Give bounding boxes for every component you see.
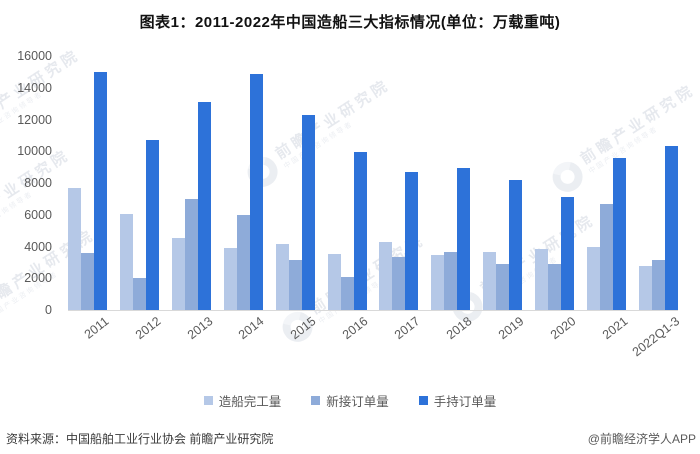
x-axis-label: 2021 [599,314,631,343]
y-tick-label: 16000 [17,49,52,63]
bar-group-2017: 2017 [379,56,423,342]
bar-series-2 [288,260,302,310]
bar-series-2 [340,276,354,310]
bar-series-3 [353,151,367,310]
source-note: 资料来源：中国船舶工业行业协会 前瞻产业研究院 [6,432,274,446]
credit-note: @前瞻经济学人APP [587,432,696,446]
bar-group-2015: 2015 [275,56,319,342]
bar-series-1 [587,247,601,310]
bar-series-3 [457,168,471,310]
bar-series-1 [327,253,341,310]
x-axis-label: 2012 [132,314,164,343]
legend-swatch [203,396,213,405]
bar-group-2018: 2018 [431,56,474,342]
y-tick-label: 12000 [17,112,52,127]
bar-series-3 [613,157,627,310]
y-tick-label: 6000 [24,207,52,222]
bar-group-2021: 2021 [587,56,630,342]
x-axis-label: 2019 [495,314,527,343]
plot-area: 2011 2012 2013 2014 2015 2016 2017 2018 2019 2020… [68,56,682,359]
bar-series-2 [81,252,94,310]
y-tick-label: 10000 [17,144,52,159]
bar-series-3 [249,73,263,310]
bar-series-3 [145,140,159,310]
bar-series-3 [509,180,523,310]
bar-series-2 [444,251,458,310]
legend-label: 造船完工量 [218,395,282,409]
x-axis-label: 2013 [184,314,215,343]
bar-series-1 [119,214,133,310]
bar-group-2022Q1-3: 2022Q1-3 [630,56,682,359]
x-axis-label: 2014 [236,314,267,343]
x-axis-label: 2015 [288,314,319,343]
legend-label: 新接订单量 [326,395,389,409]
legend-swatch [418,396,428,405]
bar-series-1 [638,265,652,310]
footer: 资料来源：中国船舶工业行业协会 前瞻产业研究院 @前瞻经济学人APP [6,430,696,447]
bar-group-2016: 2016 [327,56,371,342]
legend-label: 手持订单量 [433,395,497,409]
x-axis-label: 2011 [81,314,112,342]
bar-series-2 [600,203,614,310]
y-tick-label: 14000 [17,80,52,95]
bar-series-2 [651,259,665,310]
bar-series-3 [197,102,211,310]
bar-group-2012: 2012 [119,56,163,342]
legend: 造船完工量 新接订单量 手持订单量 [0,391,700,410]
x-axis-label: 2018 [443,314,475,343]
bar-series-3 [301,114,315,310]
y-tick-label: 8000 [24,176,52,190]
bar-series-2 [184,199,198,310]
bar-group-2020: 2020 [535,56,578,342]
x-axis-label: 2017 [392,314,423,343]
bar-series-3 [94,72,107,310]
bar-series-2 [496,263,510,310]
bar-series-1 [171,238,185,310]
bar-group-2014: 2014 [223,56,267,342]
chart-title: 图表1：2011-2022年中国造船三大指标情况(单位：万载重吨) [139,14,561,31]
x-axis-label: 2022Q1-3 [629,314,683,360]
legend-item: 造船完工量 [203,391,282,410]
bar-series-2 [236,214,250,310]
bar-series-1 [275,243,289,310]
legend-item: 新接订单量 [311,391,389,410]
bar-series-1 [535,248,549,310]
bar-group-2019: 2019 [483,56,526,342]
y-tick-label: 4000 [24,239,52,254]
bar-series-2 [548,264,562,310]
bar-series-3 [561,197,575,310]
bar-series-2 [392,256,406,310]
bar-series-2 [132,277,146,310]
bar-series-1 [483,251,497,310]
bar-series-1 [379,242,393,310]
y-tick-label: 2000 [24,271,52,286]
y-axis: 0 2000 4000 6000 8000 10000 12000 14000 16000 [0,49,52,317]
bar-series-1 [223,248,237,310]
bar-series-3 [405,171,419,310]
bar-group-2013: 2013 [171,56,215,342]
bar-group-2011: 2011 [68,56,111,342]
x-axis-label: 2016 [340,314,371,343]
bar-series-1 [68,188,81,310]
y-tick-label: 0 [45,303,52,317]
x-axis-label: 2020 [547,314,579,343]
bar-series-3 [664,146,678,310]
legend-item: 手持订单量 [418,391,497,410]
legend-swatch [311,396,321,405]
bar-series-1 [431,255,445,310]
